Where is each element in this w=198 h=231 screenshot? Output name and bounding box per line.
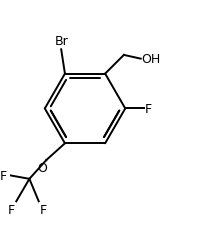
Text: F: F bbox=[8, 203, 15, 216]
Text: Br: Br bbox=[54, 35, 68, 48]
Text: O: O bbox=[37, 161, 47, 174]
Text: OH: OH bbox=[142, 53, 161, 66]
Text: F: F bbox=[0, 169, 7, 182]
Text: F: F bbox=[145, 103, 152, 116]
Text: F: F bbox=[40, 203, 47, 216]
